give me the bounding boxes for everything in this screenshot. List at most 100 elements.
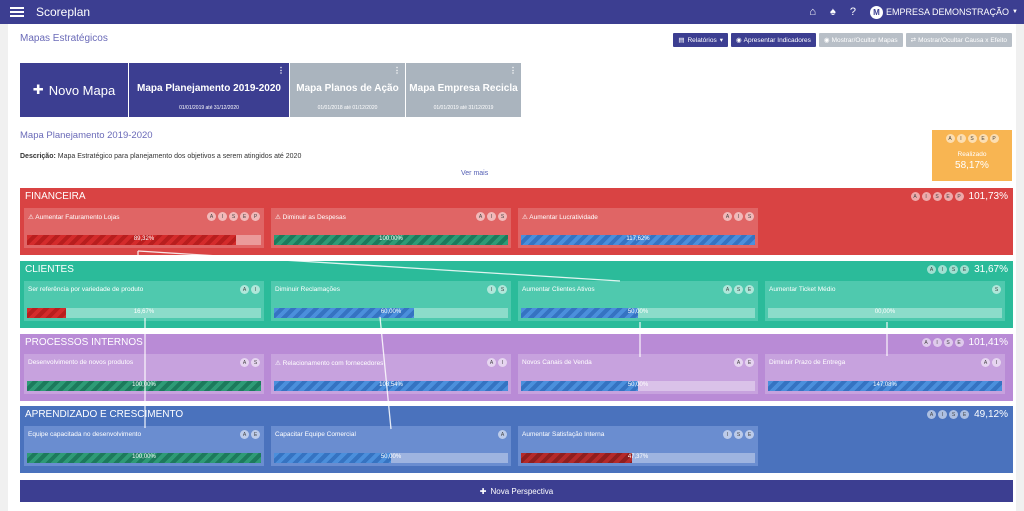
- chip-p[interactable]: P: [954, 192, 964, 201]
- chip-i[interactable]: I: [218, 212, 227, 221]
- chip-i[interactable]: I: [498, 358, 507, 367]
- chip-p[interactable]: P: [989, 134, 999, 143]
- chip-i[interactable]: I: [723, 430, 732, 439]
- chip-a[interactable]: A: [476, 212, 485, 221]
- progress-bar: 16,67%: [27, 308, 261, 318]
- notifications-icon[interactable]: ♠: [830, 6, 836, 18]
- objective-card[interactable]: Ser referência por variedade de produto A…: [24, 281, 264, 321]
- chip-i[interactable]: I: [938, 265, 948, 274]
- chip-e[interactable]: E: [745, 358, 754, 367]
- objective-title: Ser referência por variedade de produto: [28, 286, 144, 293]
- perspective-percent: 101,73%: [968, 191, 1008, 202]
- chip-a[interactable]: A: [498, 430, 507, 439]
- chip-a[interactable]: A: [981, 358, 990, 367]
- chip-s[interactable]: S: [229, 212, 238, 221]
- chip-a[interactable]: A: [945, 134, 955, 143]
- objective-card[interactable]: Capacitar Equipe Comercial A 50,00%: [271, 426, 511, 466]
- toggle-maps-button[interactable]: ◉ Mostrar/Ocultar Mapas: [818, 33, 903, 47]
- map-card-empresa-recicla[interactable]: ⋮ Mapa Empresa Recicla 01/01/2019 até 31…: [406, 63, 521, 117]
- chip-e[interactable]: E: [745, 430, 754, 439]
- chip-a[interactable]: A: [207, 212, 216, 221]
- chip-s[interactable]: S: [967, 134, 977, 143]
- chip-e[interactable]: E: [943, 192, 953, 201]
- objective-title: Diminuir Prazo de Entrega: [769, 359, 846, 366]
- objective-card[interactable]: Aumentar Satisfação Interna I S E 47,37%: [518, 426, 758, 466]
- chip-s[interactable]: S: [251, 358, 260, 367]
- perspective-summary: A I S E 101,41%: [921, 337, 1008, 348]
- see-more-link[interactable]: Ver mais: [461, 170, 489, 177]
- objective-card[interactable]: ⚠ Aumentar Faturamento Lojas A I S E P 89,32%: [24, 208, 264, 248]
- chip-i[interactable]: I: [487, 285, 496, 294]
- chip-i[interactable]: I: [938, 410, 948, 419]
- present-indicators-button[interactable]: ◉ Apresentar Indicadores: [731, 33, 816, 47]
- progress-bar: 47,37%: [521, 453, 755, 463]
- chip-i[interactable]: I: [932, 338, 942, 347]
- chip-i[interactable]: I: [487, 212, 496, 221]
- chip-a[interactable]: A: [723, 212, 732, 221]
- chip-e[interactable]: E: [251, 430, 260, 439]
- chip-s[interactable]: S: [734, 285, 743, 294]
- objective-card[interactable]: ⚠ Aumentar Lucratividade A I S 117,62%: [518, 208, 758, 248]
- new-perspective-button[interactable]: ✚ Nova Perspectiva: [20, 480, 1013, 502]
- chip-e[interactable]: E: [978, 134, 988, 143]
- chip-i[interactable]: I: [734, 212, 743, 221]
- chip-a[interactable]: A: [240, 285, 249, 294]
- new-map-button[interactable]: ✚ Novo Mapa: [20, 63, 128, 117]
- app-title: Scoreplan: [36, 5, 91, 19]
- chip-i[interactable]: I: [992, 358, 1001, 367]
- map-card-planos-acao[interactable]: ⋮ Mapa Planos de Ação 01/01/2018 até 01/…: [290, 63, 405, 117]
- chip-a[interactable]: A: [487, 358, 496, 367]
- chip-s[interactable]: S: [949, 265, 959, 274]
- reports-button[interactable]: ▤ Relatórios ▾: [673, 33, 728, 47]
- map-card-planejamento[interactable]: ⋮ Mapa Planejamento 2019-2020 01/01/2019…: [129, 63, 289, 117]
- chip-s[interactable]: S: [498, 212, 507, 221]
- chip-e[interactable]: E: [960, 265, 970, 274]
- company-menu[interactable]: M EMPRESA DEMONSTRAÇÃO ▼: [870, 5, 1018, 19]
- menu-icon[interactable]: [10, 7, 24, 17]
- chip-s[interactable]: S: [745, 212, 754, 221]
- toggle-cause-effect-button[interactable]: ⇄ Mostrar/Ocultar Causa x Efeito: [905, 33, 1012, 47]
- chip-e[interactable]: E: [954, 338, 964, 347]
- chip-p[interactable]: P: [251, 212, 260, 221]
- progress-bar: 89,32%: [27, 235, 261, 245]
- chip-s[interactable]: S: [943, 338, 953, 347]
- objective-card[interactable]: Desenvolvimento de novos produtos A S 100,0…: [24, 354, 264, 394]
- objective-card[interactable]: ⚠ Diminuir as Despesas A I S 100,00%: [271, 208, 511, 248]
- chip-a[interactable]: A: [910, 192, 920, 201]
- progress-fill: [521, 308, 638, 318]
- chip-a[interactable]: A: [734, 358, 743, 367]
- objective-card[interactable]: Diminuir Prazo de Entrega A I 147,08%: [765, 354, 1005, 394]
- chip-a[interactable]: A: [921, 338, 931, 347]
- more-options-icon[interactable]: ⋮: [393, 66, 401, 75]
- chip-e[interactable]: E: [745, 285, 754, 294]
- chip-e[interactable]: E: [960, 410, 970, 419]
- chip-a[interactable]: A: [240, 430, 249, 439]
- perspective-title: APRENDIZADO E CRESCIMENTO: [25, 409, 184, 420]
- chip-a[interactable]: A: [723, 285, 732, 294]
- chip-s[interactable]: S: [734, 430, 743, 439]
- chip-i[interactable]: I: [251, 285, 260, 294]
- chip-i[interactable]: I: [956, 134, 966, 143]
- reports-label: Relatórios: [687, 36, 717, 44]
- home-icon[interactable]: ⌂: [809, 6, 817, 18]
- chip-a[interactable]: A: [240, 358, 249, 367]
- chip-a[interactable]: A: [927, 410, 937, 419]
- objective-card[interactable]: Novos Canais de Venda A E 50,00%: [518, 354, 758, 394]
- objective-card[interactable]: Aumentar Clientes Ativos A S E 50,00%: [518, 281, 758, 321]
- chip-s[interactable]: S: [949, 410, 959, 419]
- more-options-icon[interactable]: ⋮: [277, 66, 285, 75]
- help-icon[interactable]: ?: [849, 6, 857, 18]
- objective-card[interactable]: Aumentar Ticket Médio S 00,00%: [765, 281, 1005, 321]
- chip-s[interactable]: S: [498, 285, 507, 294]
- chip-i[interactable]: I: [921, 192, 931, 201]
- objective-card[interactable]: Diminuir Reclamações I S 60,00%: [271, 281, 511, 321]
- chip-e[interactable]: E: [240, 212, 249, 221]
- objective-card[interactable]: ⚠ Relacionamento com fornecedores A I 108,5…: [271, 354, 511, 394]
- more-options-icon[interactable]: ⋮: [509, 66, 517, 75]
- chip-s[interactable]: S: [992, 285, 1001, 294]
- chip-s[interactable]: S: [932, 192, 942, 201]
- objective-card[interactable]: Equipe capacitada no desenvolvimento A E 10…: [24, 426, 264, 466]
- chip-a[interactable]: A: [927, 265, 937, 274]
